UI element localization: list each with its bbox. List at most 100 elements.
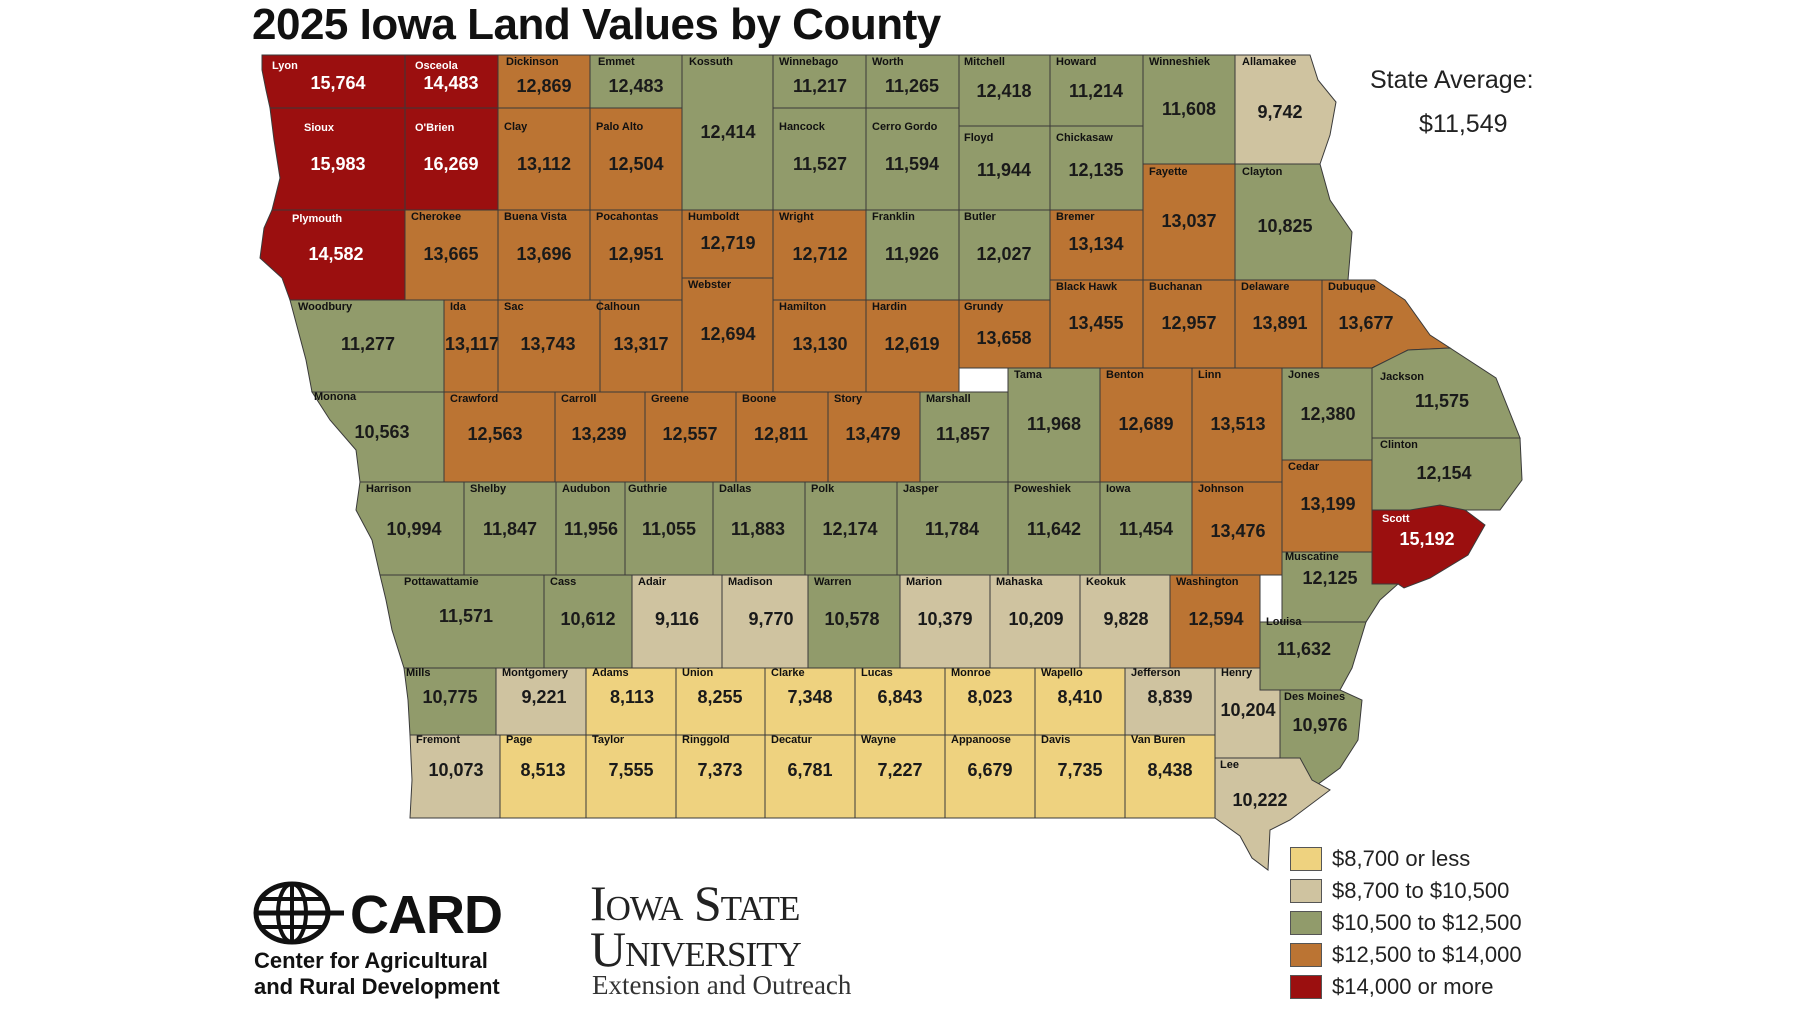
county: Tama 11,968 bbox=[1007, 367, 1101, 483]
county-name: Sioux bbox=[304, 122, 335, 134]
county-name: Jones bbox=[1288, 369, 1320, 381]
county: Woodbury 11,277 bbox=[289, 299, 445, 393]
county-value: 13,239 bbox=[571, 424, 626, 444]
county-value: 13,891 bbox=[1252, 313, 1307, 333]
county: Marshall 11,857 bbox=[919, 391, 1009, 483]
county-value: 6,781 bbox=[787, 760, 832, 780]
legend-swatch bbox=[1290, 975, 1322, 999]
legend-item: $8,700 to $10,500 bbox=[1290, 875, 1522, 907]
county: Emmet 12,483 bbox=[589, 54, 683, 109]
county-name: Howard bbox=[1056, 56, 1096, 68]
county: Wapello 8,410 bbox=[1034, 667, 1126, 736]
county: Harrison 10,994 bbox=[355, 481, 465, 576]
county-name: Monroe bbox=[951, 667, 991, 679]
county-name: Cass bbox=[550, 576, 576, 588]
county-name: Lee bbox=[1220, 759, 1239, 771]
county-value: 6,843 bbox=[877, 687, 922, 707]
county-name: Fremont bbox=[416, 734, 460, 746]
county: Allamakee 9,742 bbox=[1234, 54, 1337, 165]
county-value: 8,023 bbox=[967, 687, 1012, 707]
county-value: 12,557 bbox=[662, 424, 717, 444]
county: Hancock 11,527 bbox=[772, 107, 867, 211]
county: Scott 15,192 bbox=[1371, 504, 1486, 589]
county: Union 8,255 bbox=[675, 667, 766, 736]
county-value: 9,221 bbox=[521, 687, 566, 707]
legend-item: $8,700 or less bbox=[1290, 843, 1522, 875]
county: Louisa 11,632 bbox=[1259, 616, 1367, 691]
legend-swatch bbox=[1290, 847, 1322, 871]
county-value: 11,265 bbox=[885, 76, 939, 96]
county-name: Davis bbox=[1041, 734, 1070, 746]
county: Howard 11,214 bbox=[1049, 54, 1144, 127]
county: Johnson 13,476 bbox=[1191, 481, 1283, 576]
county-value: 13,696 bbox=[516, 244, 571, 264]
legend-item: $14,000 or more bbox=[1290, 971, 1522, 1003]
county: Adair 9,116 bbox=[631, 574, 723, 669]
county-value: 13,117 bbox=[445, 334, 499, 354]
county-value: 11,968 bbox=[1027, 414, 1081, 434]
legend-label: $14,000 or more bbox=[1332, 974, 1494, 999]
county: Hardin 12,619 bbox=[865, 299, 960, 393]
county: Delaware 13,891 bbox=[1234, 279, 1323, 369]
county: Linn 13,513 bbox=[1191, 367, 1283, 483]
isu-logo-line1: Iowa State bbox=[590, 875, 800, 931]
county-name: Marion bbox=[906, 576, 942, 588]
county-value: 13,743 bbox=[520, 334, 575, 354]
county-name: Page bbox=[506, 734, 532, 746]
county-name: Adair bbox=[638, 576, 667, 588]
county-value: 12,689 bbox=[1118, 414, 1173, 434]
county: Cerro Gordo 11,594 bbox=[865, 107, 960, 211]
county-value: 7,735 bbox=[1057, 760, 1102, 780]
county-name: Winneshiek bbox=[1149, 56, 1211, 68]
county-name: Cherokee bbox=[411, 211, 461, 223]
county-value: 11,608 bbox=[1162, 99, 1216, 119]
county-value: 8,255 bbox=[697, 687, 742, 707]
county: Page 8,513 bbox=[499, 734, 587, 819]
county: Crawford 12,563 bbox=[443, 391, 556, 483]
county-name: Guthrie bbox=[628, 483, 667, 495]
county-name: Taylor bbox=[592, 734, 625, 746]
county-shape bbox=[1214, 757, 1331, 871]
county: Marion 10,379 bbox=[899, 574, 991, 669]
county-value: 12,504 bbox=[608, 154, 663, 174]
county-value: 12,125 bbox=[1302, 568, 1357, 588]
county: Washington 12,594 bbox=[1169, 574, 1261, 669]
county-value: 11,642 bbox=[1027, 519, 1081, 539]
county: Palo Alto 12,504 bbox=[589, 107, 683, 211]
county: Grundy 13,658 bbox=[958, 299, 1051, 369]
county-name: Warren bbox=[814, 576, 852, 588]
county-name: Lucas bbox=[861, 667, 893, 679]
county-value: 12,957 bbox=[1161, 313, 1216, 333]
county-name: Shelby bbox=[470, 483, 507, 495]
county-name: Monona bbox=[314, 391, 357, 403]
county: Plymouth 14,582 bbox=[259, 209, 406, 301]
county: Taylor 7,555 bbox=[585, 734, 677, 819]
county-name: Floyd bbox=[964, 132, 993, 144]
county: Montgomery 9,221 bbox=[495, 667, 587, 736]
county: Jones 12,380 bbox=[1281, 367, 1373, 461]
county-name: Clayton bbox=[1242, 166, 1283, 178]
county-name: Franklin bbox=[872, 211, 915, 223]
county: Monona 10,563 bbox=[311, 391, 445, 483]
county-value: 12,712 bbox=[792, 244, 847, 264]
county: Monroe 8,023 bbox=[944, 667, 1036, 736]
county-name: Calhoun bbox=[596, 301, 640, 313]
state-average-value: $11,549 bbox=[1419, 110, 1508, 138]
county-name: Poweshiek bbox=[1014, 483, 1072, 495]
county: Clay 13,112 bbox=[497, 107, 591, 211]
county-name: Washington bbox=[1176, 576, 1239, 588]
county: Carroll 13,239 bbox=[554, 391, 646, 483]
county-name: Bremer bbox=[1056, 211, 1095, 223]
county-value: 12,380 bbox=[1300, 404, 1355, 424]
county: Decatur 6,781 bbox=[764, 734, 856, 819]
county-name: Ringgold bbox=[682, 734, 730, 746]
county-name: Audubon bbox=[562, 483, 611, 495]
county-name: Clinton bbox=[1380, 439, 1418, 451]
county-name: Buena Vista bbox=[504, 211, 568, 223]
county: Dubuque 13,677 bbox=[1321, 279, 1452, 369]
county-value: 7,373 bbox=[697, 760, 742, 780]
county: Bremer 13,134 bbox=[1049, 209, 1144, 281]
county: Pocahontas 12,951 bbox=[589, 209, 683, 301]
county-name: Linn bbox=[1198, 369, 1221, 381]
